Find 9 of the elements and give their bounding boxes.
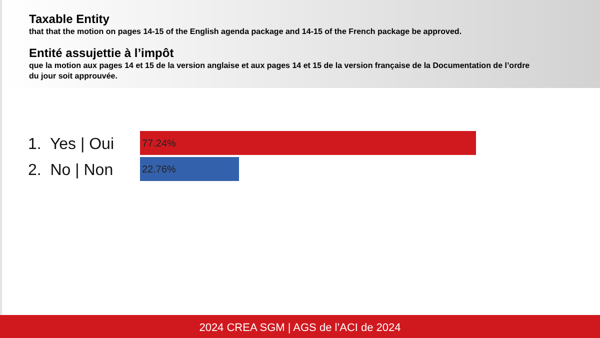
y-tick-label: 2. No | Non <box>28 162 114 180</box>
y-tick-label: 1. Yes | Oui <box>28 136 114 153</box>
text: Entité assujettie à l’impôt <box>29 46 174 60</box>
chart-subtitle: that that the motion on pages 14-15 of the English agenda package and 14-15 of the French package be approved. <box>29 27 462 36</box>
chart-title: Taxable Entity <box>29 12 110 26</box>
text: 2024 CREA SGM | AGS de l’ACI de 2024 <box>199 322 401 334</box>
data-label: 22.76% <box>142 164 176 176</box>
data-label: 77.24% <box>142 138 176 150</box>
text: que la motion aux pages 14 et 15 de la version anglaise et aux pages 14 et 15 de la version française de la Documentation de l’ordre du jour soit approuvée. <box>29 61 530 80</box>
